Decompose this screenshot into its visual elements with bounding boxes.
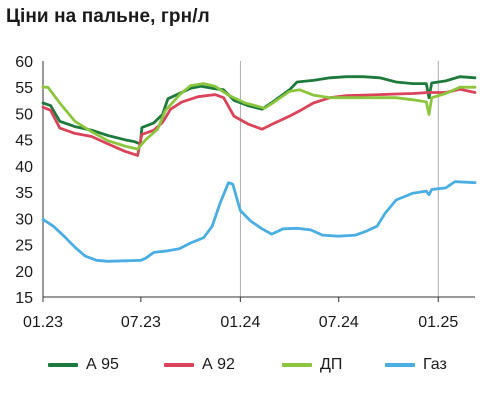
legend-item: А 95 <box>48 350 119 380</box>
legend-swatch <box>164 363 194 367</box>
series-line-А 92 <box>41 87 477 157</box>
y-tick-label: 25 <box>15 238 33 255</box>
legend-item: Газ <box>385 350 447 380</box>
x-axis-ticks: 01.23 07.23 01.24 07.24 01.25 <box>23 297 458 331</box>
x-tick-label: 07.24 <box>319 314 359 331</box>
legend-item: А 92 <box>164 350 235 380</box>
x-tick-label: 01.25 <box>418 314 458 331</box>
legend-label: А 95 <box>86 356 119 373</box>
y-tick-label: 35 <box>15 185 33 202</box>
y-tick-label: 55 <box>15 80 33 97</box>
series-line-А 95 <box>41 75 477 146</box>
fuel-price-chart: 15 20 25 30 35 40 45 50 55 60 01.23 07.23 01.24 07.2… <box>15 54 477 331</box>
x-tick-label: 07.23 <box>121 314 161 331</box>
y-tick-label: 50 <box>15 106 33 123</box>
y-tick-label: 45 <box>15 133 33 150</box>
chart-title: Ціни на пальне, грн/л <box>6 6 210 27</box>
x-tick-label: 01.23 <box>23 314 63 331</box>
series-lines <box>41 75 477 263</box>
axes <box>42 61 475 298</box>
legend-swatch <box>282 363 312 367</box>
y-axis-ticks: 15 20 25 30 35 40 45 50 55 60 <box>15 54 33 307</box>
x-tick-label: 01.24 <box>220 314 260 331</box>
series-line-Газ <box>41 180 477 263</box>
y-tick-label: 15 <box>15 290 33 307</box>
legend-item: ДП <box>282 350 342 380</box>
legend-swatch <box>385 363 415 367</box>
series-line-ДП <box>41 82 477 151</box>
y-tick-label: 30 <box>15 211 33 228</box>
y-tick-label: 40 <box>15 159 33 176</box>
legend: А 95 А 92 ДП Газ <box>0 350 492 380</box>
legend-label: Газ <box>423 356 447 373</box>
y-tick-label: 20 <box>15 264 33 281</box>
y-tick-label: 60 <box>15 54 33 71</box>
legend-swatch <box>48 363 78 367</box>
legend-label: А 92 <box>202 356 235 373</box>
legend-label: ДП <box>320 356 343 373</box>
